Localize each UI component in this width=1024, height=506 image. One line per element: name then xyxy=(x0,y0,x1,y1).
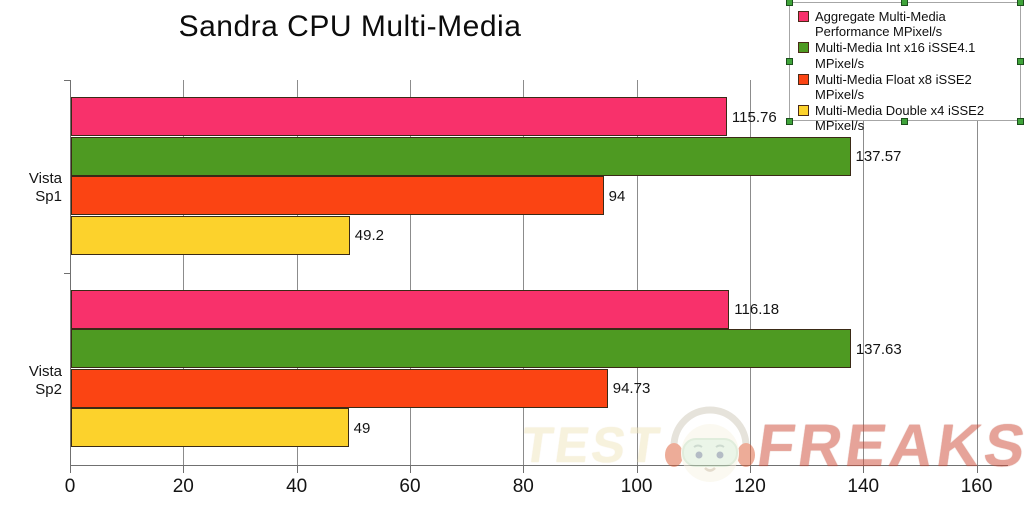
x-axis-line xyxy=(70,465,1008,466)
x-axis-tick xyxy=(523,465,525,473)
x-axis-tick xyxy=(183,465,185,473)
x-tick-label: 60 xyxy=(399,476,421,497)
gridline xyxy=(296,80,298,465)
legend-item-label: Aggregate Multi-Media Performance MPixel… xyxy=(815,9,946,40)
bar-value-label: 116.18 xyxy=(734,301,780,318)
legend-item-label: Multi-Media Int x16 iSSE4.1 MPixel/s xyxy=(815,40,976,71)
legend-item-label: Multi-Media Float x8 iSSE2 MPixel/s xyxy=(815,71,972,103)
legend-swatch xyxy=(798,11,809,22)
bar-value-label: 49 xyxy=(353,419,371,437)
legend-swatch xyxy=(798,42,809,54)
selection-handle[interactable] xyxy=(785,117,793,125)
bar-value-label: 49.2 xyxy=(354,227,384,244)
gridline xyxy=(863,80,865,465)
bar-1-cat-2 xyxy=(71,289,730,329)
gridline xyxy=(409,80,411,465)
selection-handle[interactable] xyxy=(1016,117,1024,125)
bar-value-label: 115.76 xyxy=(731,108,777,126)
legend-swatch xyxy=(798,73,809,85)
x-axis-tick xyxy=(636,465,638,473)
bar-value-label: 94.73 xyxy=(612,380,651,397)
y-axis-tick xyxy=(64,80,70,81)
selection-handle[interactable] xyxy=(1016,0,1024,6)
x-tick-label: 160 xyxy=(960,476,993,497)
bar-value-label: 137.57 xyxy=(855,148,902,165)
bar-1-cat-1 xyxy=(71,97,727,137)
bar-value-label: 94 xyxy=(608,187,626,205)
selection-handle[interactable] xyxy=(785,0,793,6)
x-tick-label: 100 xyxy=(620,476,653,497)
bar-2-cat-1 xyxy=(71,136,851,176)
x-axis-tick xyxy=(863,465,865,473)
bar-3-cat-1 xyxy=(71,176,604,216)
x-tick-label: 20 xyxy=(172,476,194,497)
selection-handle[interactable] xyxy=(1016,58,1024,65)
selection-handle[interactable] xyxy=(901,0,908,6)
x-axis-tick xyxy=(296,465,298,473)
watermark-freaks-text: FREAKS xyxy=(753,411,1024,479)
bar-3-cat-2 xyxy=(71,368,608,408)
bar-value-label: 137.63 xyxy=(855,340,902,358)
legend-item-label: Multi-Media Double x4 iSSE2 MPixel/s xyxy=(815,103,985,134)
legend-swatch xyxy=(798,105,809,117)
y-axis-tick xyxy=(64,272,70,274)
selection-handle[interactable] xyxy=(785,58,793,65)
legend-item: Multi-Media Float x8 iSSE2 MPixel/s xyxy=(798,72,1016,102)
x-axis-tick xyxy=(749,465,751,473)
legend-item: Multi-Media Int x16 iSSE4.1 MPixel/s xyxy=(798,40,1016,71)
x-tick-label: 120 xyxy=(734,476,766,497)
watermark: TEST FREAKS xyxy=(518,406,1024,484)
gridline xyxy=(636,80,638,465)
bar-4-cat-2 xyxy=(71,408,349,448)
gridline xyxy=(523,80,525,465)
watermark-goggles-icon xyxy=(664,406,755,482)
category-label: Vista Sp2 xyxy=(28,362,62,398)
category-label: Vista Sp1 xyxy=(28,170,62,206)
selection-handle[interactable] xyxy=(901,117,908,125)
legend-box[interactable]: Aggregate Multi-Media Performance MPixel… xyxy=(789,2,1021,133)
y-axis-line xyxy=(70,80,71,466)
gridline xyxy=(183,80,185,465)
x-tick-label: 140 xyxy=(847,476,880,497)
gridline xyxy=(976,80,978,465)
bar-2-cat-2 xyxy=(71,329,851,369)
x-tick-label: 0 xyxy=(64,476,76,497)
x-tick-label: 40 xyxy=(286,476,308,497)
x-tick-label: 80 xyxy=(512,476,534,497)
x-axis-tick xyxy=(70,465,71,473)
bar-4-cat-1 xyxy=(71,215,350,255)
chart-title: Sandra CPU Multi-Media xyxy=(178,10,522,43)
gridline xyxy=(749,80,751,465)
legend-item: Aggregate Multi-Media Performance MPixel… xyxy=(798,9,1016,39)
x-axis-tick xyxy=(409,465,411,473)
legend-item: Multi-Media Double x4 iSSE2 MPixel/s xyxy=(798,103,1016,133)
x-axis-tick xyxy=(976,465,978,473)
